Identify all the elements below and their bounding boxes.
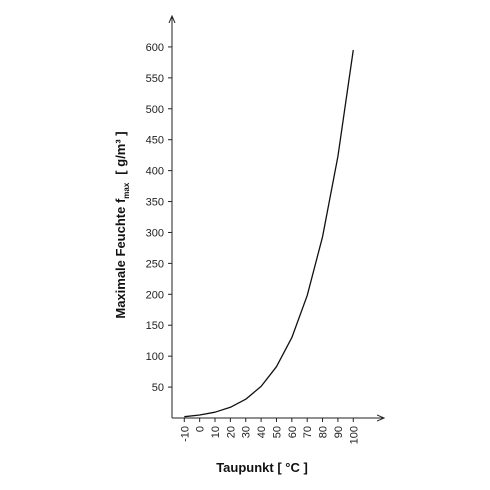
y-tick-label: 450 xyxy=(146,135,164,147)
x-tick-label: 100 xyxy=(348,426,360,444)
x-tick-label: 90 xyxy=(333,426,345,438)
y-tick-label: 350 xyxy=(146,197,164,209)
x-tick-label: 20 xyxy=(225,426,237,438)
y-tick-label: 50 xyxy=(152,382,164,394)
y-tick-label: 500 xyxy=(146,104,164,116)
y-tick-label: 550 xyxy=(146,73,164,85)
x-tick-label: 30 xyxy=(241,426,253,438)
data-line xyxy=(184,49,354,418)
y-tick-label: 250 xyxy=(146,258,164,270)
y-tick-label: 600 xyxy=(146,42,164,54)
y-tick-label: 100 xyxy=(146,351,164,363)
y-tick-label: 200 xyxy=(146,289,164,301)
x-tick-label: 50 xyxy=(271,426,283,438)
y-label-subscript: max xyxy=(122,182,131,199)
x-tick-label: 40 xyxy=(256,426,268,438)
y-tick-label: 400 xyxy=(146,166,164,178)
y-tick-label: 300 xyxy=(146,227,164,239)
x-tick-label: 10 xyxy=(210,426,222,438)
x-tick-label: 70 xyxy=(302,426,314,438)
x-tick-label: 80 xyxy=(318,426,330,438)
y-label-main: Maximale Feuchte f xyxy=(113,198,128,319)
x-axis-label: Taupunkt [ °C ] xyxy=(216,460,308,475)
y-axis-label: Maximale Feuchte fmax [ g/m³ ] xyxy=(113,131,131,318)
y-label-unit: [ g/m³ ] xyxy=(113,131,128,174)
x-tick-label: -10 xyxy=(179,426,191,442)
x-tick-label: 0 xyxy=(195,426,207,432)
x-tick-label: 60 xyxy=(287,426,299,438)
y-tick-label: 150 xyxy=(146,320,164,332)
